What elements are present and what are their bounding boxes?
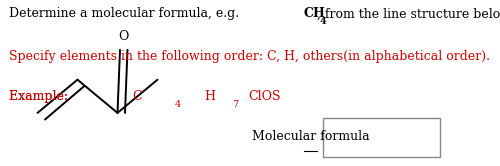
Bar (322, 118, 440, 157)
Text: Molecular formula: Molecular formula (252, 130, 370, 143)
Text: H: H (204, 90, 215, 103)
Text: ClOS: ClOS (248, 90, 281, 103)
Text: 4: 4 (320, 17, 326, 26)
Text: Example:: Example: (9, 90, 72, 103)
Text: CH: CH (304, 7, 326, 20)
Text: 4: 4 (175, 100, 181, 109)
Text: Example:: Example: (9, 90, 72, 103)
Text: O: O (118, 30, 128, 43)
Text: Specify elements in the following order: C, H, others(in alphabetical order).: Specify elements in the following order:… (9, 50, 490, 63)
Text: C: C (132, 90, 142, 103)
Text: , from the line structure below.: , from the line structure below. (317, 7, 500, 20)
Text: Determine a molecular formula, e.g.: Determine a molecular formula, e.g. (9, 7, 243, 20)
Text: 7: 7 (232, 100, 238, 109)
